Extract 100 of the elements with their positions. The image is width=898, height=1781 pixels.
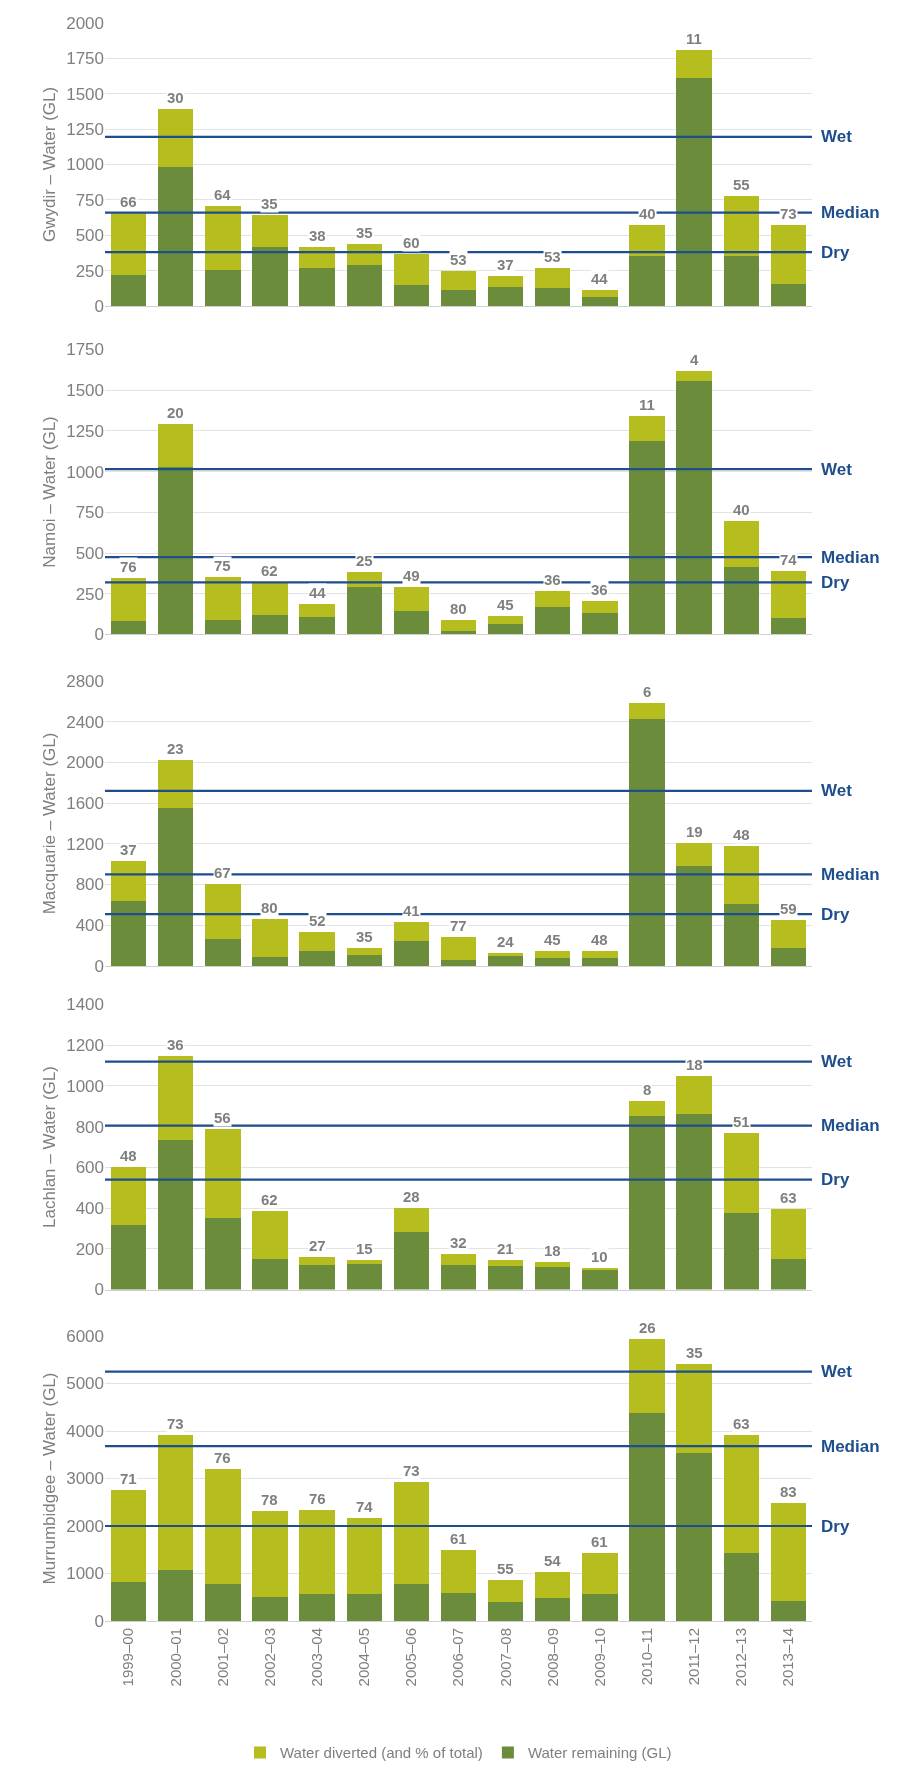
annotation: 35 [686,1344,703,1361]
x-tick-label: 2009–10 [590,1628,608,1687]
annotation: 59 [780,900,797,917]
x-tick-label: 2013–14 [779,1628,797,1687]
ref-line-label: Median [821,203,880,222]
annotation: 27 [309,1237,326,1254]
bar [110,861,147,901]
y-axis-title: Namoi – Water (GL) [39,416,59,568]
bar [158,108,194,168]
y-tick-label: 4000 [66,1421,104,1441]
bar [487,1602,524,1621]
bar [346,264,382,306]
bar [110,212,147,275]
annotation: 55 [733,176,750,193]
bar [487,276,524,287]
y-tick-label: 0 [94,956,104,976]
annotation: 23 [167,740,184,757]
bar [393,1231,430,1290]
y-tick-label: 2000 [66,753,104,773]
bar [110,274,147,306]
bar [299,617,335,635]
annotation: 53 [450,251,467,268]
bar [346,1264,382,1290]
annotation: 45 [544,931,561,948]
ref-line-label: Wet [821,1052,853,1071]
bar [770,284,807,306]
bar [676,866,712,966]
y-tick-label: 1500 [66,381,104,401]
x-tick-label: 2004–05 [355,1628,373,1687]
y-tick-label: 1200 [66,834,104,854]
bar [582,290,618,298]
annotation: 80 [261,899,278,916]
bar [629,1101,665,1117]
bar [535,957,571,966]
bar [582,1268,618,1271]
y-tick-label: 6000 [66,1326,104,1346]
bar [723,903,759,966]
annotation: 60 [403,234,420,251]
bar [205,1218,241,1290]
annotation: 76 [309,1490,326,1507]
y-tick-label: 1200 [66,1036,104,1056]
bar [205,576,241,620]
annotation: 4 [690,351,699,368]
y-tick-label: 1750 [66,340,104,360]
bar [158,1056,194,1140]
y-tick-label: 250 [75,584,104,604]
bar [252,1258,288,1290]
bar [346,1594,382,1621]
bar [299,932,335,951]
annotation: 18 [686,1056,703,1073]
y-tick-label: 750 [75,503,104,523]
annotation: 48 [733,826,750,843]
bar [158,808,194,966]
bar [582,613,618,635]
annotation: 62 [261,562,278,579]
ref-line-label: Wet [821,127,853,146]
annotation: 15 [356,1240,373,1257]
bar [535,1598,571,1621]
y-tick-label: 2800 [66,671,104,691]
legend-label: Water remaining (GL) [527,1744,672,1762]
bar [110,1225,147,1290]
annotation: 44 [591,270,609,287]
bar [299,1265,335,1290]
y-tick-label: 0 [94,1611,104,1631]
annotation: 44 [309,584,327,601]
bar [770,947,807,966]
x-tick-label: 2006–07 [449,1628,467,1687]
bar [487,623,524,635]
annotation: 21 [497,1240,514,1257]
bar [346,587,382,635]
bar [393,1481,430,1584]
annotation: 48 [591,931,608,948]
bar [723,256,759,306]
annotation: 73 [167,1415,184,1432]
x-tick-label: 2012–13 [732,1628,750,1687]
bar [393,1583,430,1621]
bar [723,1435,759,1553]
bar [487,1579,524,1603]
ref-line-label: Dry [821,573,850,592]
bar [299,268,335,306]
annotation: 74 [780,551,798,568]
bar [582,1270,618,1290]
bar [723,1552,759,1621]
bar [487,286,524,306]
bar [629,1412,665,1621]
x-tick-label: 2003–04 [307,1628,325,1687]
annotation: 19 [686,823,703,840]
annotation: 53 [544,248,561,265]
bar [440,631,477,635]
bar [676,842,712,867]
bar [252,1211,288,1259]
ref-line-label: Median [821,865,880,884]
bar [440,1549,477,1594]
bar [346,947,382,955]
x-tick-label: 2007–08 [496,1628,514,1687]
bar [535,288,571,306]
annotation: 77 [450,917,467,934]
annotation: 76 [214,1449,231,1466]
y-tick-label: 1000 [66,1076,104,1096]
bar [252,919,288,957]
